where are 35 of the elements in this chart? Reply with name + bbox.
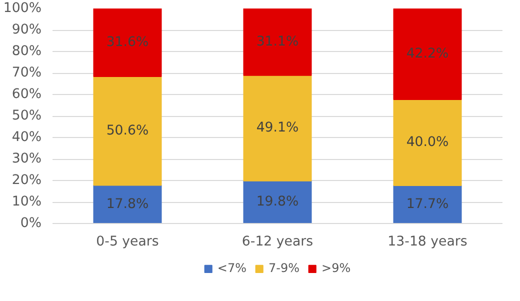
data-label: 50.6% <box>106 123 149 138</box>
legend-label: 7-9% <box>268 261 300 275</box>
bar <box>93 8 162 77</box>
data-label: 49.1% <box>256 120 299 136</box>
y-tick-label: 70% <box>12 66 42 80</box>
y-tick-label: 50% <box>12 108 42 124</box>
y-tick-label: 0% <box>20 216 42 231</box>
data-label: 17.8% <box>106 196 149 212</box>
data-label: 19.8% <box>256 194 299 210</box>
data-label: 31.1% <box>256 34 299 50</box>
y-tick-label: 20% <box>12 173 42 188</box>
data-label: 42.2% <box>406 46 449 62</box>
bar <box>93 184 162 224</box>
bar <box>393 8 462 100</box>
x-tick-label: 6-12 years <box>242 234 314 250</box>
bar <box>243 8 312 76</box>
legend-label: >9% <box>322 261 351 275</box>
data-label: 17.7% <box>406 196 449 212</box>
data-label: 40.0% <box>406 134 449 150</box>
bar <box>393 184 462 224</box>
bar <box>243 180 312 224</box>
legend-label: <7% <box>217 261 246 275</box>
bar <box>393 98 462 186</box>
y-tick-label: 100% <box>3 1 42 16</box>
x-tick-label: 13-18 years <box>388 234 468 250</box>
y-tick-label: 40% <box>12 130 42 145</box>
x-tick-label: 0-5 years <box>96 234 159 250</box>
y-tick-label: 60% <box>12 87 42 102</box>
y-tick-label: 30% <box>12 152 42 166</box>
bar <box>93 76 162 186</box>
y-tick-label: 90% <box>12 22 42 38</box>
data-label: 31.6% <box>106 34 149 50</box>
bar <box>243 74 312 182</box>
y-tick-label: 80% <box>12 44 42 59</box>
y-tick-label: 10% <box>12 194 42 210</box>
